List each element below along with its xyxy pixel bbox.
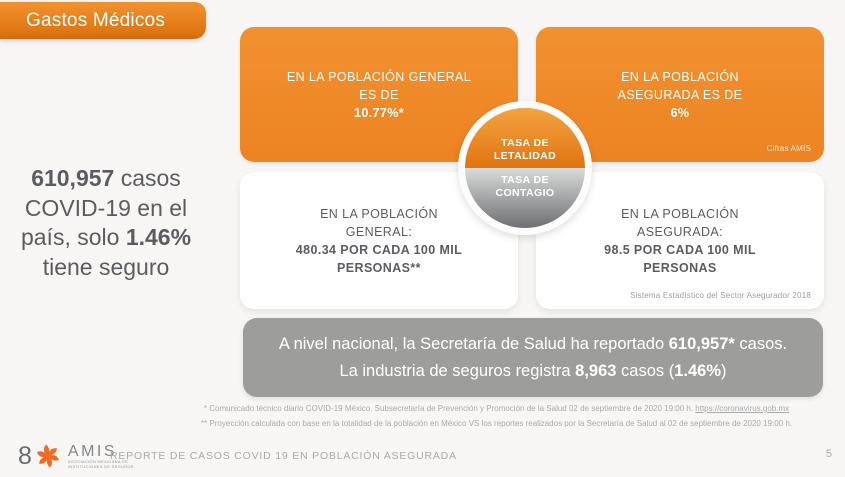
card-contagio-general: EN LA POBLACIÓN GENERAL: 480.34 POR CADA… [240, 172, 518, 309]
card-line: EN LA POBLACIÓN [320, 206, 438, 221]
summary-text: ) [721, 362, 727, 380]
amis-wordmark: AMIS ASOCIACIÓN MEXICANA DE INSTITUCIONE… [67, 442, 134, 469]
stat-text: casos [114, 165, 181, 191]
title-banner: Gastos Médicos [0, 2, 206, 39]
card-line: ES DE [359, 87, 399, 102]
card-line: EN LA POBLACIÓN GENERAL [286, 69, 472, 84]
card-line: EN LA POBLACIÓN [621, 69, 739, 84]
source-note-amis: Cifras AMIS [766, 144, 811, 153]
badge-label-line: CONTAGIO [495, 186, 555, 199]
summary-line-1: A nivel nacional, la Secretaría de Salud… [243, 331, 823, 358]
card-value: 98.5 POR CADA 100 MIL [604, 242, 756, 257]
summary-text: casos. [734, 335, 788, 353]
left-stat-line: país, solo 1.46% [0, 223, 212, 253]
summary-banner: A nivel nacional, la Secretaría de Salud… [243, 318, 823, 397]
center-circle-inner: TASA DE LETALIDAD TASA DE CONTAGIO [465, 108, 585, 228]
summary-text: A nivel nacional, la Secretaría de Salud… [278, 335, 669, 353]
report-title: REPORTE DE CASOS COVID 19 EN POBLACIÓN A… [110, 450, 457, 462]
center-circle-badge: TASA DE LETALIDAD TASA DE CONTAGIO [458, 101, 592, 235]
summary-line-2: La industria de seguros registra 8,963 c… [243, 358, 823, 385]
summary-insured-cases: 8,963 [575, 362, 617, 380]
page-title: Gastos Médicos [26, 9, 166, 31]
card-letalidad-general-content: EN LA POBLACIÓN GENERAL ES DE 10.77%* [240, 27, 518, 162]
card-letalidad-general: EN LA POBLACIÓN GENERAL ES DE 10.77%* [240, 27, 518, 162]
footnote-2: ** Proyección calculada con base en la t… [200, 418, 793, 428]
card-line: GENERAL: [345, 224, 413, 239]
card-letalidad-asegurada-content: EN LA POBLACIÓN ASEGURADA ES DE 6% [536, 27, 824, 162]
footnotes: * Comunicado técnico diario COVID-19 Méx… [148, 402, 845, 431]
badge-label-line: TASA DE [501, 174, 549, 186]
amis-subtext-1: ASOCIACIÓN MEXICANA DE [67, 458, 129, 464]
amis-name: AMIS [67, 442, 118, 460]
card-value: PERSONAS** [337, 260, 421, 275]
summary-text: casos ( [616, 362, 675, 380]
left-stat-line: 610,957 casos [0, 164, 212, 194]
card-line: ASEGURADA: [637, 224, 723, 239]
card-value: 6% [670, 105, 690, 120]
amis-subtext-2: INSTITUCIONES DE SEGUROS [67, 463, 134, 469]
amis-85-mark: 8 [18, 441, 32, 470]
summary-text: La industria de seguros registra [339, 362, 576, 380]
left-stat-line: tiene seguro [42, 253, 170, 280]
badge-tasa-contagio: TASA DE CONTAGIO [465, 168, 585, 228]
summary-total-cases: 610,957* [668, 335, 735, 353]
badge-tasa-letalidad: TASA DE LETALIDAD [465, 108, 585, 168]
card-value: 480.34 POR CADA 100 MIL [295, 242, 463, 257]
left-stat-line: COVID-19 en el [24, 194, 188, 221]
badge-label-line: LETALIDAD [493, 149, 557, 162]
page-number: 5 [825, 448, 832, 460]
card-line: ASEGURADA ES DE [617, 87, 743, 102]
badge-label-line: TASA DE [501, 137, 549, 149]
stat-total-cases: 610,957 [31, 165, 115, 191]
coronavirus-gob-mx-link[interactable]: https://coronavirus.gob.mx [695, 404, 790, 413]
card-line: EN LA POBLACIÓN [621, 206, 739, 221]
footnote-1: * Comunicado técnico diario COVID-19 Méx… [148, 402, 845, 417]
amis-pinwheel-icon [32, 442, 68, 470]
footnote-1-text: * Comunicado técnico diario COVID-19 Méx… [203, 404, 696, 413]
card-contagio-asegurada-content: EN LA POBLACIÓN ASEGURADA: 98.5 POR CADA… [536, 172, 824, 309]
card-value: PERSONAS [643, 260, 717, 275]
summary-insured-pct: 1.46% [674, 362, 722, 380]
left-stat: 610,957 casos COVID-19 en el país, solo … [0, 164, 212, 282]
card-value: 10.77%* [353, 105, 405, 120]
stat-text: país, solo [20, 224, 126, 250]
amis-logo: 8 AMIS ASOCIACIÓN MEXICANA DE INSTITUCIO… [18, 439, 134, 473]
source-note-sector-asegurador: Sistema Estadístico del Sector Asegurado… [630, 291, 811, 300]
stat-insured-pct: 1.46% [125, 224, 192, 250]
card-contagio-general-content: EN LA POBLACIÓN GENERAL: 480.34 POR CADA… [240, 172, 518, 309]
